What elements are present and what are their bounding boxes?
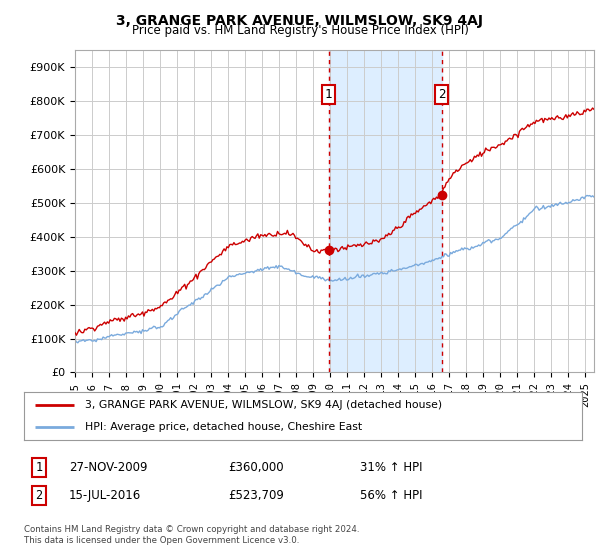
Text: 3, GRANGE PARK AVENUE, WILMSLOW, SK9 4AJ: 3, GRANGE PARK AVENUE, WILMSLOW, SK9 4AJ — [116, 14, 484, 28]
Text: 1: 1 — [325, 88, 332, 101]
Text: 1: 1 — [35, 461, 43, 474]
Text: 2: 2 — [438, 88, 445, 101]
Text: 27-NOV-2009: 27-NOV-2009 — [69, 461, 148, 474]
Text: 15-JUL-2016: 15-JUL-2016 — [69, 489, 141, 502]
Text: 2: 2 — [35, 489, 43, 502]
Text: Contains HM Land Registry data © Crown copyright and database right 2024.
This d: Contains HM Land Registry data © Crown c… — [24, 525, 359, 545]
Text: £360,000: £360,000 — [228, 461, 284, 474]
Text: HPI: Average price, detached house, Cheshire East: HPI: Average price, detached house, Ches… — [85, 422, 362, 432]
Text: Price paid vs. HM Land Registry's House Price Index (HPI): Price paid vs. HM Land Registry's House … — [131, 24, 469, 37]
Text: £523,709: £523,709 — [228, 489, 284, 502]
Bar — [329, 50, 442, 372]
Text: 3, GRANGE PARK AVENUE, WILMSLOW, SK9 4AJ (detached house): 3, GRANGE PARK AVENUE, WILMSLOW, SK9 4AJ… — [85, 400, 443, 410]
Text: 56% ↑ HPI: 56% ↑ HPI — [360, 489, 422, 502]
Text: 31% ↑ HPI: 31% ↑ HPI — [360, 461, 422, 474]
